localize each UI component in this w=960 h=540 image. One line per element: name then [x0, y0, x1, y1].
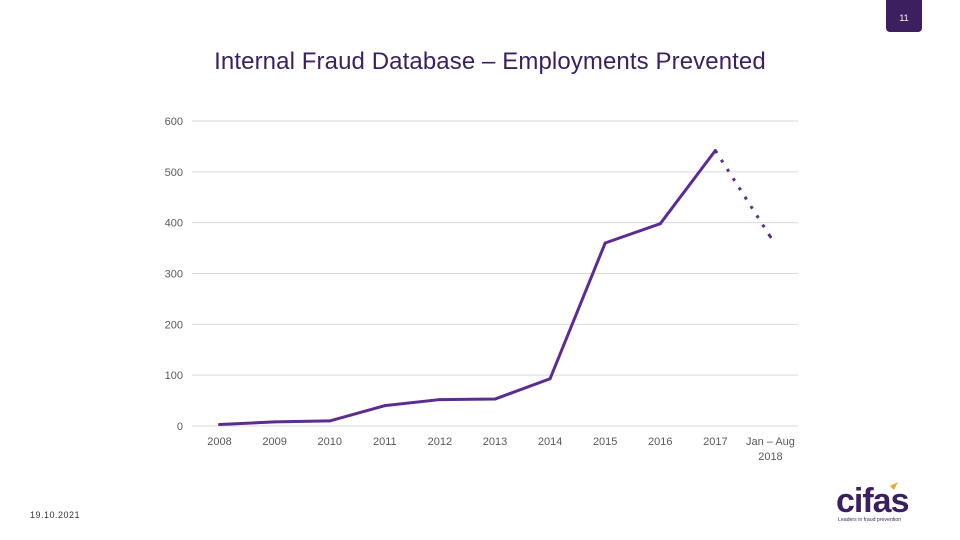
data-point-2013: [493, 397, 497, 401]
logo-wordmark: cifas: [836, 482, 909, 520]
y-axis-ticks: 0 100 200 300 400 500 600: [165, 116, 183, 433]
data-point-2008: [218, 422, 222, 426]
x-tick-label: 2011: [373, 436, 397, 448]
logo-accent-mark: [890, 482, 898, 490]
x-tick-label: 2017: [703, 436, 727, 448]
y-tick-label: 100: [165, 370, 183, 382]
x-tick-label: 2010: [317, 436, 341, 448]
y-tick-label: 500: [165, 167, 183, 179]
data-point-2009: [273, 420, 277, 424]
y-tick-label: 0: [177, 421, 183, 433]
data-point-2012: [438, 398, 442, 402]
logo-tagline: Leaders in fraud prevention: [838, 517, 901, 523]
series-employments-prevented: [218, 148, 772, 426]
slide-date: 19.10.2021: [30, 510, 81, 520]
data-point-2017: [713, 148, 717, 152]
data-point-2014: [548, 377, 552, 381]
data-point-2015: [603, 241, 607, 245]
data-point-2010: [328, 419, 332, 423]
y-tick-label: 200: [165, 319, 183, 331]
x-tick-label: 2016: [648, 436, 672, 448]
x-tick-label: Jan – Aug 2018: [746, 436, 795, 463]
page-number-badge: 11: [886, 0, 922, 32]
data-point-jan-aug-2018: [768, 235, 772, 239]
y-tick-label: 400: [165, 218, 183, 230]
x-tick-label: 2015: [593, 436, 617, 448]
data-point-2011: [383, 404, 387, 408]
y-tick-label: 600: [165, 116, 183, 128]
x-tick-label: 2008: [207, 436, 231, 448]
x-tick-label: 2014: [538, 436, 562, 448]
x-tick-label: 2012: [428, 436, 452, 448]
chart-title: Internal Fraud Database – Employments Pr…: [214, 48, 766, 75]
x-axis-ticks: 2008 2009 2010 2011 2012 2013 2014 2015 2016 2017…: [207, 436, 795, 463]
data-point-2016: [658, 222, 662, 226]
series-line-dotted: [714, 149, 772, 238]
series-line-solid: [219, 149, 717, 426]
gridlines: [192, 120, 798, 427]
x-tick-label: 2009: [262, 436, 286, 448]
cifas-logo: cifas Leaders in fraud prevention: [834, 480, 930, 524]
y-tick-label: 300: [165, 269, 183, 281]
x-tick-label: 2013: [483, 436, 507, 448]
